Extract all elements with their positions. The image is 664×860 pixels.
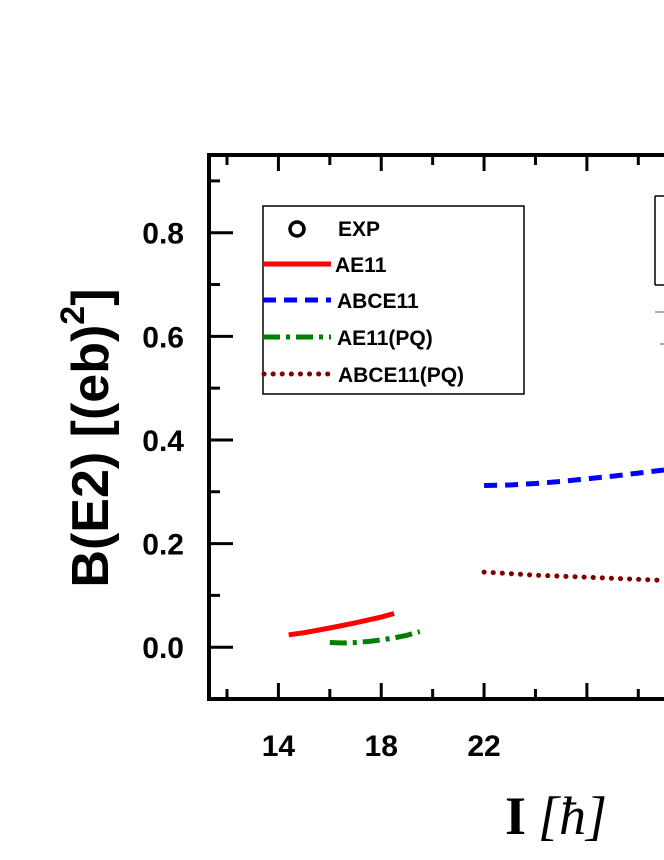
legend-label-abce11pq: ABCE11(PQ) [338, 364, 464, 387]
y-tick-label: 0.0 [142, 632, 184, 665]
legend-label-ae11pq: AE11(PQ) [337, 327, 433, 350]
y-tick-label: 0.2 [142, 529, 184, 562]
second-panel-fragment [654, 195, 664, 345]
y-tick-label: 0.8 [142, 218, 184, 251]
axis-ticks [209, 155, 640, 701]
y-axis-title-close: ] [62, 288, 120, 305]
y-axis-title-main: B(E2) [(eb) [62, 325, 120, 588]
series-layer [288, 467, 664, 646]
series-abce11pq-line [481, 569, 664, 583]
x-axis-title-main: I [505, 786, 526, 846]
x-axis-title-unit: [ħ] [538, 786, 607, 846]
legend: EXP AE11 ABCE11 AE11(PQ) ABCE11(PQ) [261, 205, 525, 395]
legend-label-exp: EXP [338, 218, 380, 241]
x-tick-label: 18 [365, 730, 398, 763]
y-tick-label: 0.4 [142, 425, 184, 458]
series-ae11-line [288, 611, 395, 638]
series-abce11-line [484, 467, 664, 488]
x-axis-title: I [ħ] [505, 786, 607, 846]
legend-label-abce11: ABCE11 [337, 290, 419, 313]
x-tick-label: 22 [467, 730, 500, 763]
y-axis-title: B(E2) [(eb)2] [54, 288, 120, 587]
plot-frame [207, 153, 664, 701]
legend-label-ae11: AE11 [335, 254, 387, 277]
y-axis-title-text: B(E2) [(eb)2] [54, 288, 120, 587]
legend-marker-exp [288, 220, 306, 238]
y-tick-label: 0.6 [142, 321, 184, 354]
series-ae11pq-line [329, 629, 421, 646]
y-axis-title-sup: 2 [54, 306, 92, 325]
tick-labels: 14 18 22 0.0 0.2 0.4 0.6 0.8 [142, 218, 500, 763]
x-tick-label: 14 [262, 730, 296, 763]
